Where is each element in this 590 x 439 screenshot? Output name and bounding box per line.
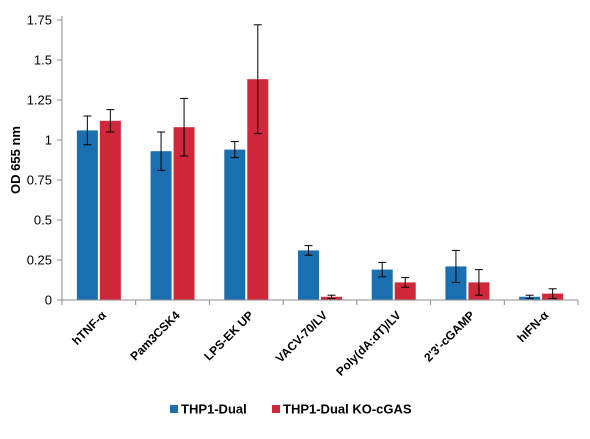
axes-layer (61, 16, 578, 301)
y-tick-label: 1.5 (34, 53, 52, 68)
y-tick-label: 0.75 (27, 173, 52, 188)
error-bars-layer (83, 24, 557, 299)
legend-label: THP1-Dual KO-cGAS (283, 402, 412, 417)
x-category-label: Poly(dA:dT)/LV (333, 308, 404, 379)
y-tick-label: 0.5 (34, 213, 52, 228)
y-tick-label: 1 (45, 133, 52, 148)
y-ticks-layer: 0 0.25 0.5 0.75 1 1.25 1.5 1.75 (27, 13, 62, 308)
x-category-label: Pam3CSK4 (128, 308, 183, 363)
legend-swatch (272, 405, 280, 413)
x-category-label: VACV-70/LV (273, 308, 330, 365)
x-category-label: hTNF-α (69, 308, 109, 348)
x-category-label: LPS-EK UP (201, 308, 256, 363)
y-tick-label: 0.25 (27, 253, 52, 268)
y-tick-label: 0 (45, 293, 52, 308)
bar (150, 151, 172, 300)
bar (371, 269, 393, 300)
bar (224, 149, 246, 300)
legend-swatch (170, 405, 178, 413)
bar (173, 127, 195, 300)
bar (445, 266, 467, 300)
x-category-label: 2'3'-cGAMP (421, 308, 477, 364)
bar (99, 120, 121, 300)
y-axis-label: OD 655 nm (8, 126, 23, 194)
y-tick-label: 1.75 (27, 13, 52, 28)
bar (247, 79, 269, 300)
bar (394, 282, 416, 300)
y-tick-label: 1.25 (27, 93, 52, 108)
legend-label: THP1-Dual (181, 402, 247, 417)
x-category-label: hIFN-α (514, 308, 551, 345)
bar (76, 130, 98, 300)
legend: THP1-Dual THP1-Dual KO-cGAS (170, 402, 412, 417)
bars-layer (76, 79, 564, 300)
bar (298, 250, 319, 300)
x-categories-layer: hTNF-α Pam3CSK4 LPS-EK UP VACV-70/LV Poly(dA… (61, 300, 579, 379)
